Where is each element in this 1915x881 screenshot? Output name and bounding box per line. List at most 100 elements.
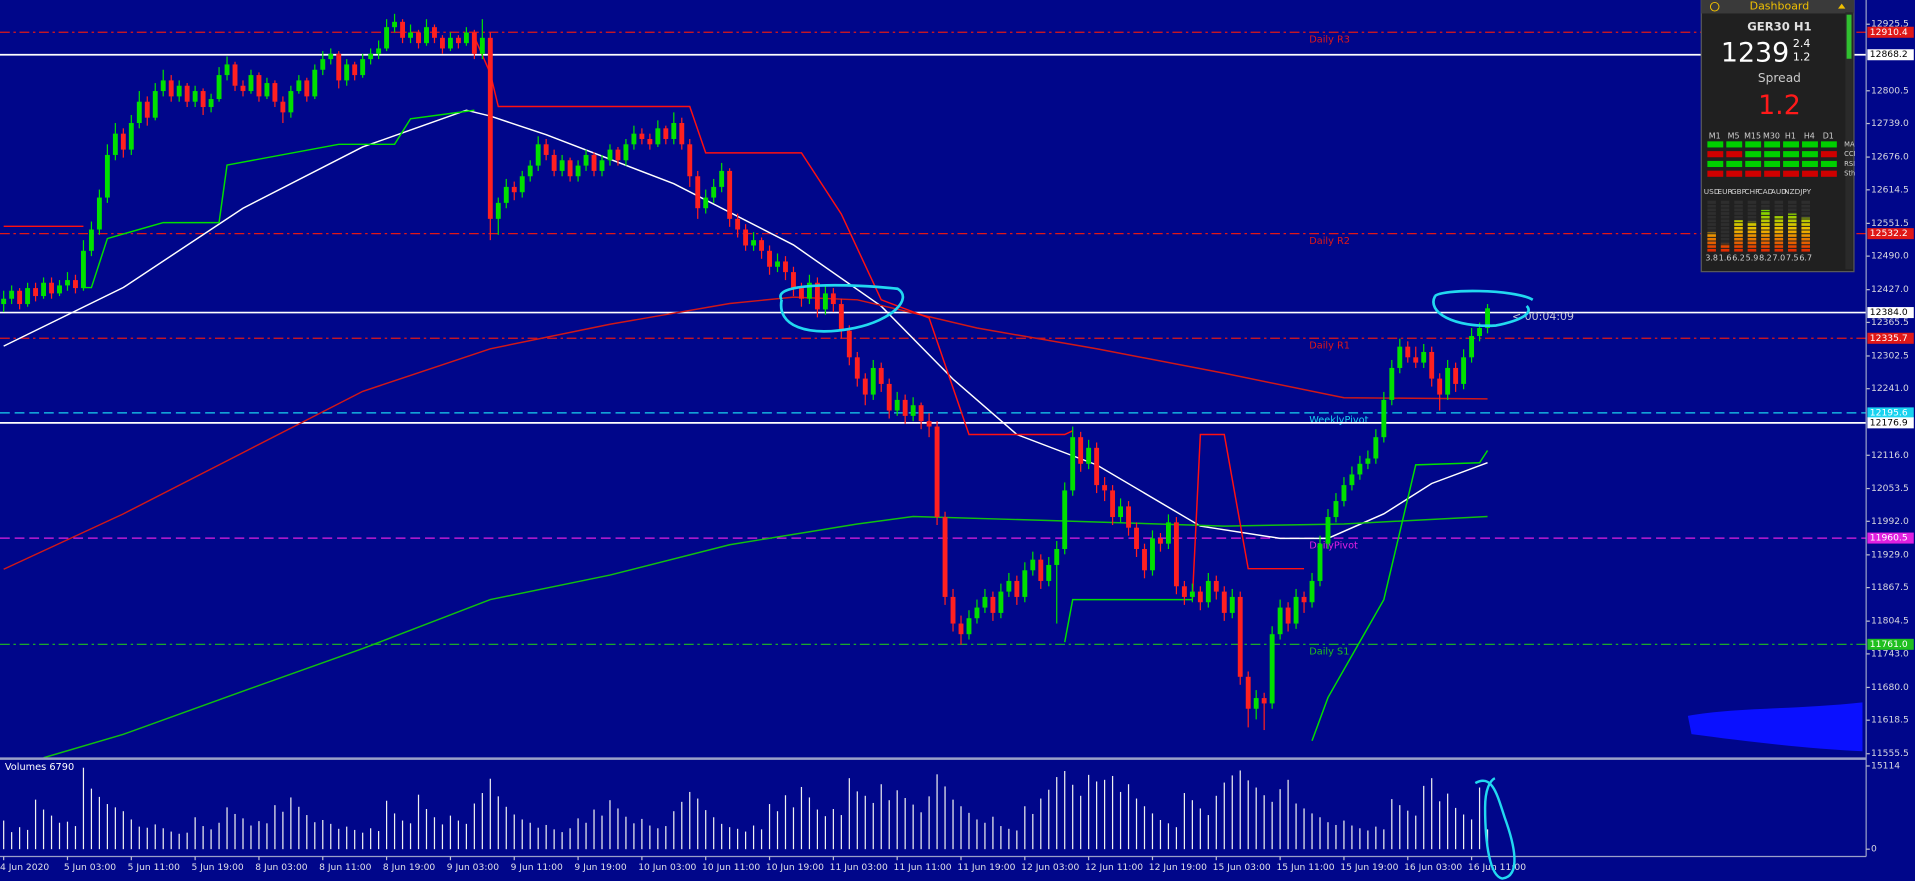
signal-cell — [1783, 170, 1799, 177]
level-label: DailyPivot — [1309, 540, 1358, 551]
candle-body — [49, 282, 54, 294]
signal-cell — [1802, 151, 1818, 158]
level-price-box — [1867, 407, 1914, 419]
candle-body — [918, 405, 924, 422]
candle-body — [392, 21, 398, 28]
currency-label: NZD — [1784, 187, 1800, 196]
spread-value: 1.2 — [1758, 90, 1801, 121]
info-icon[interactable] — [1709, 1, 1720, 12]
y-tick-label: 12365.5 — [1871, 317, 1909, 328]
timeframe-label: M30 — [1763, 131, 1780, 140]
candle-body — [727, 170, 733, 219]
signal-cell — [1745, 160, 1762, 168]
candle-body — [894, 399, 900, 411]
signal-cell — [1802, 141, 1818, 148]
candle-body — [1189, 591, 1195, 597]
volume-panel: 0 15114 — [3, 760, 1900, 855]
signal-cell — [1745, 141, 1762, 148]
dashboard-scrollbar[interactable] — [1845, 12, 1853, 270]
candle-body — [1197, 591, 1203, 603]
candle-body — [1429, 351, 1435, 379]
candle-body — [1134, 527, 1139, 549]
candle-body — [232, 64, 238, 86]
candle-body — [360, 59, 366, 76]
signal-cell — [1764, 141, 1781, 148]
candle-body — [328, 53, 334, 60]
candle-body — [200, 91, 206, 108]
indicator-label: Sth — [1844, 170, 1855, 178]
symbol: GER30 H1 — [1747, 19, 1811, 33]
candle-body — [910, 405, 916, 416]
signal-cell — [1707, 151, 1724, 158]
candle-body — [926, 421, 932, 427]
candle-body — [1309, 580, 1315, 603]
candle-body — [639, 133, 645, 139]
candle-body — [886, 383, 892, 411]
candle-body — [814, 282, 820, 310]
y-tick-label: 12053.5 — [1871, 483, 1909, 494]
candle-body — [376, 48, 382, 54]
candle-body — [65, 280, 70, 286]
x-tick-label: 12 Jun 03:00 — [1021, 862, 1079, 873]
candle-body — [455, 37, 461, 44]
x-tick-label: 8 Jun 19:00 — [383, 862, 435, 873]
signal-cell — [1707, 160, 1724, 168]
candle-body — [1221, 591, 1227, 613]
x-tick-label: 9 Jun 11:00 — [511, 862, 563, 873]
candle-body — [591, 154, 597, 171]
candle-body — [846, 330, 852, 358]
candle-body — [312, 69, 318, 97]
annotation-circle — [1474, 777, 1516, 880]
strength-bar — [1707, 232, 1716, 253]
level-label: Daily R2 — [1309, 236, 1350, 247]
indicator-line — [43, 515, 1488, 759]
candle-body — [1181, 586, 1187, 597]
x-tick-label: 16 Jun 11:00 — [1468, 862, 1526, 873]
candle-body — [176, 85, 182, 97]
x-tick-label: 12 Jun 19:00 — [1149, 862, 1207, 873]
candle-body — [168, 80, 174, 97]
signal-cell — [1764, 160, 1781, 168]
x-tick-label: 10 Jun 19:00 — [766, 862, 824, 873]
level-price-box — [1867, 417, 1914, 429]
strength-label: 8.2 — [1759, 254, 1772, 263]
y-tick-label: 11618.5 — [1871, 715, 1909, 726]
candle-body — [1453, 367, 1459, 384]
x-tick-label: 15 Jun 03:00 — [1213, 862, 1271, 873]
y-tick-label: 12490.0 — [1871, 251, 1909, 262]
strength-label: 1.6 — [1719, 254, 1732, 263]
candle-body — [958, 623, 964, 635]
strength-bar — [1761, 209, 1770, 253]
candle-body — [1485, 308, 1490, 329]
candle-body — [33, 288, 39, 297]
dashboard-scroll-thumb[interactable] — [1846, 14, 1852, 59]
price-panel: 12925.5 12800.5 12739.0 12676.0 12614.5 12551… — [0, 13, 1914, 759]
level-price-label: 12335.7 — [1870, 333, 1908, 344]
candle-body — [320, 59, 326, 70]
candle-body — [615, 149, 621, 161]
level-label: Daily R3 — [1309, 35, 1350, 46]
candle-body — [862, 378, 868, 395]
candle-body — [783, 261, 788, 273]
candle-body — [495, 202, 501, 219]
currency-label: AUD — [1771, 187, 1787, 196]
x-tick-label: 11 Jun 19:00 — [957, 862, 1015, 873]
candle-body — [264, 83, 270, 97]
candle-body — [1237, 596, 1243, 677]
candle-body — [1038, 559, 1044, 581]
collapse-button[interactable] — [1838, 3, 1846, 9]
strength-label: 7.0 — [1773, 254, 1786, 263]
strength-label: 3.8 — [1705, 254, 1718, 263]
candle-body — [463, 32, 469, 44]
candle-body — [1301, 596, 1307, 603]
signal-cell — [1820, 141, 1837, 148]
candle-body — [1317, 543, 1323, 581]
candle-body — [1229, 596, 1235, 613]
level-price-label: 11761.0 — [1870, 639, 1908, 650]
candle-body — [1269, 634, 1275, 704]
timeframe-label: M15 — [1744, 131, 1761, 140]
candle-body — [1253, 698, 1259, 709]
candle-body — [96, 197, 102, 230]
candle-body — [942, 517, 948, 597]
candle-body — [1142, 548, 1147, 571]
